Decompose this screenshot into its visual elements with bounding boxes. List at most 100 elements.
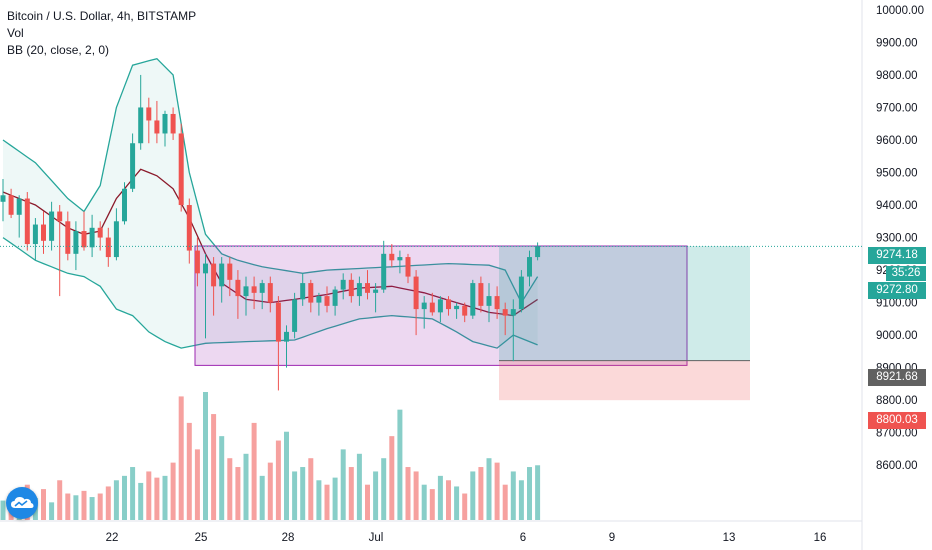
- candle-body: [219, 263, 225, 287]
- candle-body: [478, 283, 484, 306]
- volume-bar: [235, 467, 241, 520]
- candle-body: [413, 276, 419, 310]
- volume-bar: [275, 440, 281, 520]
- candle-body: [16, 198, 22, 215]
- candle-body: [162, 113, 168, 134]
- price-axis-label: 9800.00: [876, 70, 918, 82]
- volume-bar: [397, 409, 403, 520]
- volume-indicator-label: Vol: [7, 26, 24, 40]
- candle-body: [170, 113, 176, 134]
- candle-body: [0, 195, 6, 202]
- candle-body: [275, 302, 281, 342]
- candle-body: [259, 283, 265, 293]
- candle-body: [146, 107, 152, 121]
- candle-body: [235, 279, 241, 297]
- volume-bar: [429, 489, 435, 520]
- volume-bar: [332, 477, 338, 520]
- volume-bar: [356, 453, 362, 520]
- candle-body: [324, 296, 330, 306]
- candle-body: [502, 309, 508, 316]
- candle-body: [138, 107, 144, 144]
- candle-body: [292, 299, 298, 332]
- volume-bar: [81, 490, 87, 520]
- volume-bar: [243, 453, 249, 520]
- volume-bar: [316, 480, 322, 520]
- candle-body: [97, 227, 103, 238]
- price-axis-label: 9600.00: [876, 135, 918, 147]
- candle-body: [49, 211, 55, 241]
- candle-body: [105, 237, 111, 258]
- volume-bar: [49, 502, 55, 520]
- candle-body: [437, 299, 443, 313]
- candle-body: [494, 296, 500, 310]
- candle-body: [397, 257, 403, 261]
- volume-bar: [105, 486, 111, 520]
- volume-bar: [494, 462, 500, 520]
- candle-body: [227, 263, 233, 280]
- volume-bar: [535, 465, 541, 520]
- candle-body: [454, 305, 460, 310]
- price-axis-label: 9500.00: [876, 168, 918, 180]
- time-axis-label: 16: [814, 532, 827, 544]
- volume-bar: [365, 484, 370, 520]
- candle-body: [405, 257, 411, 277]
- volume-bar: [527, 467, 532, 520]
- volume-bar: [300, 467, 306, 520]
- chart-legend: Bitcoin / U.S. Dollar, 4h, BITSTAMP Vol …: [7, 8, 196, 59]
- candle-body: [421, 302, 427, 310]
- volume-bar: [57, 480, 63, 520]
- volume-bar: [194, 449, 200, 520]
- time-axis-label: 28: [282, 532, 295, 544]
- candle-body: [486, 296, 492, 306]
- candle-body: [527, 257, 532, 277]
- long-position-loss-zone: [499, 360, 750, 401]
- volume-bar: [154, 477, 160, 520]
- candle-body: [470, 283, 476, 316]
- time-axis-label: 9: [609, 532, 615, 544]
- candle-body: [381, 253, 387, 290]
- time-axis-label: 13: [723, 532, 736, 544]
- candle-body: [194, 250, 200, 274]
- candle-body: [332, 289, 338, 306]
- candle-body: [122, 188, 127, 222]
- volume-bar: [462, 493, 468, 520]
- time-axis-label: 22: [106, 532, 119, 544]
- price-tag-stop: 8800.03: [868, 412, 926, 429]
- candle-body: [284, 331, 289, 342]
- tradingview-logo[interactable]: [6, 487, 38, 519]
- candle-body: [308, 283, 314, 303]
- volume-bar: [146, 471, 152, 520]
- volume-bar: [97, 493, 103, 520]
- volume-bar: [130, 467, 136, 520]
- volume-bar: [437, 475, 443, 520]
- bollinger-lower-band: [2, 237, 538, 349]
- volume-bar: [284, 431, 289, 520]
- candle-body: [186, 205, 192, 251]
- price-axis-label: 8800.00: [876, 395, 918, 407]
- volume-bar: [389, 436, 395, 520]
- candle-body: [518, 276, 524, 310]
- candle-body: [340, 279, 346, 290]
- price-axis-label: 8700.00: [876, 428, 918, 440]
- candle-body: [300, 283, 306, 300]
- candle-body: [373, 289, 379, 293]
- price-axis-label: 9700.00: [876, 102, 918, 114]
- candle-body: [389, 253, 395, 261]
- price-axis-label: 9100.00: [876, 298, 918, 310]
- candle-body: [535, 246, 541, 258]
- volume-bar: [518, 480, 524, 520]
- candle-body: [203, 263, 208, 274]
- volume-bar: [510, 471, 516, 520]
- volume-bar: [162, 475, 168, 520]
- bollinger-upper-band: [2, 57, 539, 304]
- volume-bar: [405, 467, 411, 520]
- time-axis-label: 6: [520, 532, 526, 544]
- volume-bar: [267, 462, 273, 520]
- volume-bar: [292, 471, 298, 520]
- candle-body: [89, 227, 95, 248]
- candle-body: [267, 283, 273, 303]
- time-axis-label: Jul: [369, 532, 384, 544]
- volume-bar: [324, 484, 330, 520]
- candle-body: [24, 198, 30, 245]
